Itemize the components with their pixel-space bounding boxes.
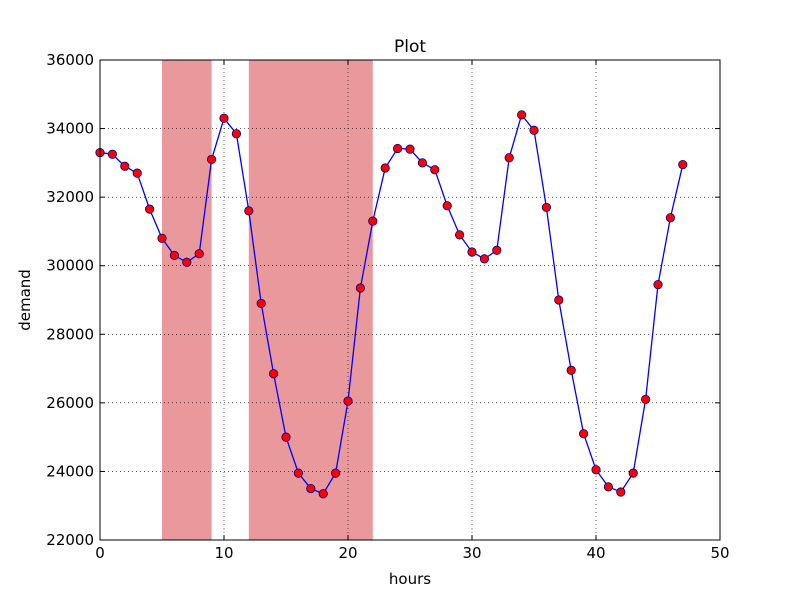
data-point (355, 283, 365, 293)
data-point (157, 233, 167, 243)
data-point (665, 213, 676, 223)
x-tick-label: 50 (710, 544, 729, 562)
data-point (467, 247, 477, 257)
shaded-regions (162, 60, 373, 540)
data-point (566, 365, 576, 375)
y-tick-label: 26000 (46, 394, 94, 412)
y-tick-label: 32000 (46, 188, 94, 206)
y-tick-label: 22000 (46, 531, 94, 549)
chart-title: Plot (394, 37, 426, 57)
data-point (392, 143, 403, 154)
data-point (541, 202, 552, 213)
data-point (281, 432, 291, 442)
data-point (306, 483, 316, 494)
data-point (417, 158, 427, 168)
plot-frame (99, 59, 721, 541)
data-point (454, 230, 465, 240)
data-point (219, 113, 229, 123)
data-point (120, 161, 130, 171)
y-tick-label: 30000 (46, 257, 94, 275)
data-point (145, 204, 155, 214)
x-tick-label: 10 (214, 544, 233, 562)
data-point (330, 468, 341, 478)
data-point (268, 369, 279, 379)
data-point (405, 144, 415, 154)
shaded-region-1 (162, 60, 212, 540)
data-point (492, 245, 502, 255)
data-point (516, 110, 527, 120)
x-tick-label: 20 (338, 544, 357, 562)
data-point (678, 159, 688, 170)
x-tick-label: 40 (586, 544, 605, 562)
data-point (293, 468, 303, 478)
data-point (169, 250, 179, 261)
data-point (653, 279, 663, 290)
data-point (244, 206, 254, 216)
x-tick-label: 0 (95, 544, 105, 562)
data-point (182, 257, 192, 267)
y-tick-label: 24000 (46, 462, 94, 480)
axis-ticks: 0 10 20 30 40 50 22000 24000 26000 28000 30000 3200… (46, 51, 729, 562)
shaded-region-2 (248, 60, 373, 540)
x-tick-label: 30 (462, 544, 481, 562)
data-point (380, 163, 390, 173)
data-point (554, 295, 564, 305)
data-point (207, 154, 217, 165)
data-point (368, 216, 378, 226)
data-point (194, 249, 204, 259)
data-point (616, 487, 626, 497)
y-tick-label: 36000 (46, 51, 94, 69)
data-point (256, 298, 266, 309)
data-point (640, 394, 651, 405)
data-point (578, 429, 589, 439)
data-point (107, 149, 118, 159)
y-tick-label: 34000 (46, 120, 94, 138)
data-point (603, 482, 614, 492)
data-point (628, 468, 638, 478)
data-point (318, 489, 328, 499)
y-tick-label: 28000 (46, 325, 94, 343)
data-point (343, 396, 353, 406)
data-point (430, 165, 440, 175)
data-point (591, 465, 601, 475)
data-point (529, 125, 539, 135)
y-axis-label: demand (16, 269, 34, 331)
grid-lines (100, 60, 720, 540)
x-axis-label: hours (389, 570, 431, 588)
data-point (442, 201, 452, 211)
data-point (132, 168, 142, 178)
data-series (95, 110, 688, 499)
data-point (479, 254, 489, 264)
data-point (504, 153, 514, 163)
data-point (231, 129, 241, 139)
